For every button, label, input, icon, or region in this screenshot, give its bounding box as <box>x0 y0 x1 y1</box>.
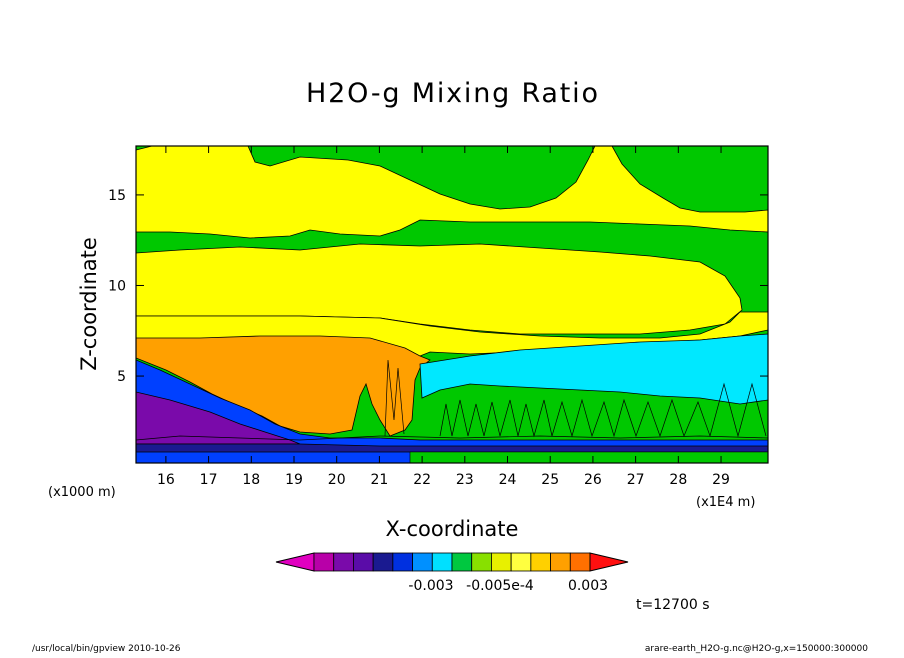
x-tick-label: 19 <box>285 472 303 488</box>
x-tick-label: 24 <box>499 472 517 488</box>
region-upper-yellow <box>136 146 768 239</box>
colorbar-swatch <box>491 552 512 572</box>
plot-frame <box>135 145 769 464</box>
time-label: t=12700 s <box>636 597 710 613</box>
footer-right: arare-earth_H2O-g.nc@H2O-g,x=150000:3000… <box>645 644 868 654</box>
chart-title: H2O-g Mixing Ratio <box>306 78 598 109</box>
colorbar-swatch <box>392 552 413 572</box>
x-tick-label: 26 <box>584 472 602 488</box>
colorbar-swatch <box>471 552 492 572</box>
colorbar-low-arrow <box>275 552 315 572</box>
x-tick-label: 27 <box>627 472 645 488</box>
x-unit-left: (x1000 m) <box>48 485 116 500</box>
x-axis-ticks: 16 17 18 19 20 21 22 23 24 25 26 27 28 29 <box>157 146 730 488</box>
colorbar-swatch <box>530 552 551 572</box>
x-tick-label: 28 <box>669 472 687 488</box>
colorbar-swatch <box>451 552 473 572</box>
footer-left: /usr/local/bin/gpview 2010-10-26 <box>32 644 181 654</box>
x-tick-label: 18 <box>242 472 260 488</box>
colorbar-swatch <box>372 552 394 572</box>
colorbar-label-1: -0.005e-4 <box>466 578 534 594</box>
plume-lines <box>136 359 768 441</box>
x-tick-label: 23 <box>456 472 474 488</box>
colorbar-swatch <box>412 552 433 572</box>
y-axis-ticks: 5 10 15 <box>108 188 768 385</box>
y-axis-title: Z-coordinate <box>77 237 101 371</box>
plot-area <box>136 146 768 463</box>
x-tick-label: 25 <box>541 472 559 488</box>
region-green-surface <box>409 451 768 463</box>
colorbar-high-arrow <box>589 552 629 572</box>
y-tick-label: 10 <box>108 278 126 294</box>
colorbar-swatch <box>333 552 354 572</box>
colorbar <box>275 552 629 572</box>
colorbar-labels: -0.003 -0.005e-4 0.003 <box>408 578 608 594</box>
x-tick-label: 16 <box>157 472 175 488</box>
x-tick-label: 21 <box>370 472 388 488</box>
colorbar-swatch <box>569 552 591 572</box>
x-tick-label: 17 <box>200 472 218 488</box>
x-tick-label: 29 <box>712 472 730 488</box>
y-tick-label: 5 <box>117 369 126 385</box>
y-tick-label: 15 <box>108 188 126 204</box>
colorbar-label-0: -0.003 <box>408 578 453 594</box>
colorbar-label-2: 0.003 <box>568 578 608 594</box>
x-tick-label: 20 <box>328 472 346 488</box>
colorbar-swatch <box>550 552 571 572</box>
colorbar-swatch <box>313 552 335 572</box>
x-unit-right: (x1E4 m) <box>696 495 755 510</box>
colorbar-swatch <box>353 552 374 572</box>
x-axis-title: X-coordinate <box>386 517 519 541</box>
x-tick-label: 22 <box>413 472 431 488</box>
region-cyan <box>419 333 768 405</box>
colorbar-swatch <box>510 552 532 572</box>
region-blue-edge <box>136 359 768 463</box>
colorbar-swatch <box>431 552 453 572</box>
